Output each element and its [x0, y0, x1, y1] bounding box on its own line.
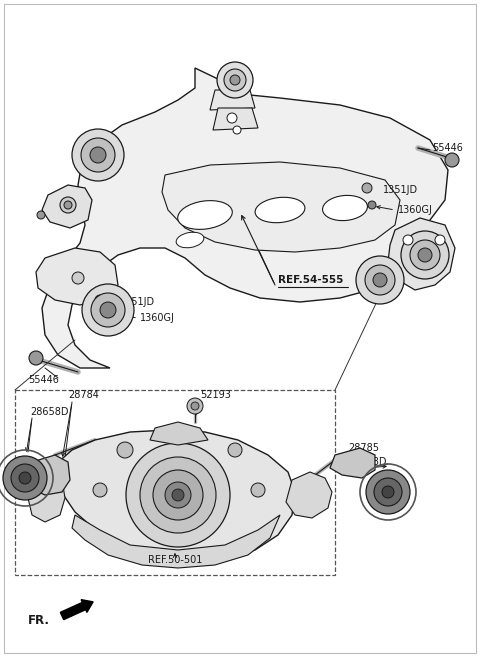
- Circle shape: [95, 295, 105, 305]
- Circle shape: [117, 442, 133, 458]
- Circle shape: [165, 482, 191, 508]
- Circle shape: [366, 470, 410, 514]
- Circle shape: [373, 273, 387, 287]
- Circle shape: [368, 201, 376, 209]
- Text: 28658D: 28658D: [30, 407, 69, 417]
- Circle shape: [37, 211, 45, 219]
- Polygon shape: [162, 162, 400, 252]
- Text: 28785: 28785: [348, 443, 379, 453]
- Circle shape: [233, 126, 241, 134]
- Circle shape: [227, 113, 237, 123]
- Circle shape: [72, 272, 84, 284]
- Circle shape: [72, 129, 124, 181]
- Bar: [15, 390, 335, 575]
- Circle shape: [401, 231, 449, 279]
- Ellipse shape: [176, 232, 204, 248]
- Polygon shape: [330, 448, 375, 478]
- Circle shape: [111, 308, 119, 316]
- Polygon shape: [388, 218, 455, 290]
- Circle shape: [362, 183, 372, 193]
- Text: 1360GJ: 1360GJ: [398, 205, 433, 215]
- Text: 52193: 52193: [200, 390, 231, 400]
- Text: REF.54-555: REF.54-555: [278, 275, 343, 285]
- Polygon shape: [25, 455, 70, 495]
- Circle shape: [60, 197, 76, 213]
- Polygon shape: [42, 68, 448, 368]
- Circle shape: [435, 235, 445, 245]
- Circle shape: [82, 284, 134, 336]
- Circle shape: [172, 489, 184, 501]
- Polygon shape: [55, 430, 295, 562]
- Circle shape: [81, 138, 115, 172]
- Text: 55446: 55446: [432, 143, 463, 153]
- Polygon shape: [286, 472, 332, 518]
- FancyArrow shape: [60, 600, 93, 620]
- Text: 28658D: 28658D: [348, 457, 386, 467]
- Text: REF.50-501: REF.50-501: [148, 555, 203, 565]
- Circle shape: [228, 443, 242, 457]
- Text: 1351JD: 1351JD: [383, 185, 418, 195]
- Circle shape: [11, 464, 39, 492]
- Polygon shape: [72, 515, 280, 568]
- Circle shape: [19, 472, 31, 484]
- Circle shape: [403, 235, 413, 245]
- Circle shape: [410, 240, 440, 270]
- Ellipse shape: [323, 195, 368, 221]
- Circle shape: [374, 478, 402, 506]
- Circle shape: [217, 62, 253, 98]
- Circle shape: [153, 470, 203, 520]
- Circle shape: [91, 293, 125, 327]
- Polygon shape: [150, 422, 208, 445]
- Polygon shape: [36, 248, 118, 305]
- Circle shape: [187, 398, 203, 414]
- Text: 1360GJ: 1360GJ: [140, 313, 175, 323]
- Polygon shape: [210, 90, 255, 110]
- Text: 1351JD: 1351JD: [120, 297, 155, 307]
- Circle shape: [90, 147, 106, 163]
- Circle shape: [251, 483, 265, 497]
- Circle shape: [140, 457, 216, 533]
- Ellipse shape: [178, 200, 232, 229]
- Circle shape: [230, 75, 240, 85]
- Text: 55446: 55446: [28, 375, 59, 385]
- Circle shape: [191, 402, 199, 410]
- Circle shape: [126, 443, 230, 547]
- Text: FR.: FR.: [28, 614, 50, 627]
- Polygon shape: [28, 465, 65, 522]
- Circle shape: [3, 456, 47, 500]
- Circle shape: [93, 483, 107, 497]
- Circle shape: [382, 486, 394, 498]
- Circle shape: [100, 302, 116, 318]
- Circle shape: [445, 153, 459, 167]
- Text: 28784: 28784: [68, 390, 99, 400]
- Circle shape: [418, 248, 432, 262]
- Polygon shape: [42, 185, 92, 228]
- Circle shape: [64, 201, 72, 209]
- Circle shape: [365, 265, 395, 295]
- Circle shape: [29, 351, 43, 365]
- Polygon shape: [213, 108, 258, 130]
- Circle shape: [356, 256, 404, 304]
- Circle shape: [224, 69, 246, 91]
- Ellipse shape: [255, 197, 305, 223]
